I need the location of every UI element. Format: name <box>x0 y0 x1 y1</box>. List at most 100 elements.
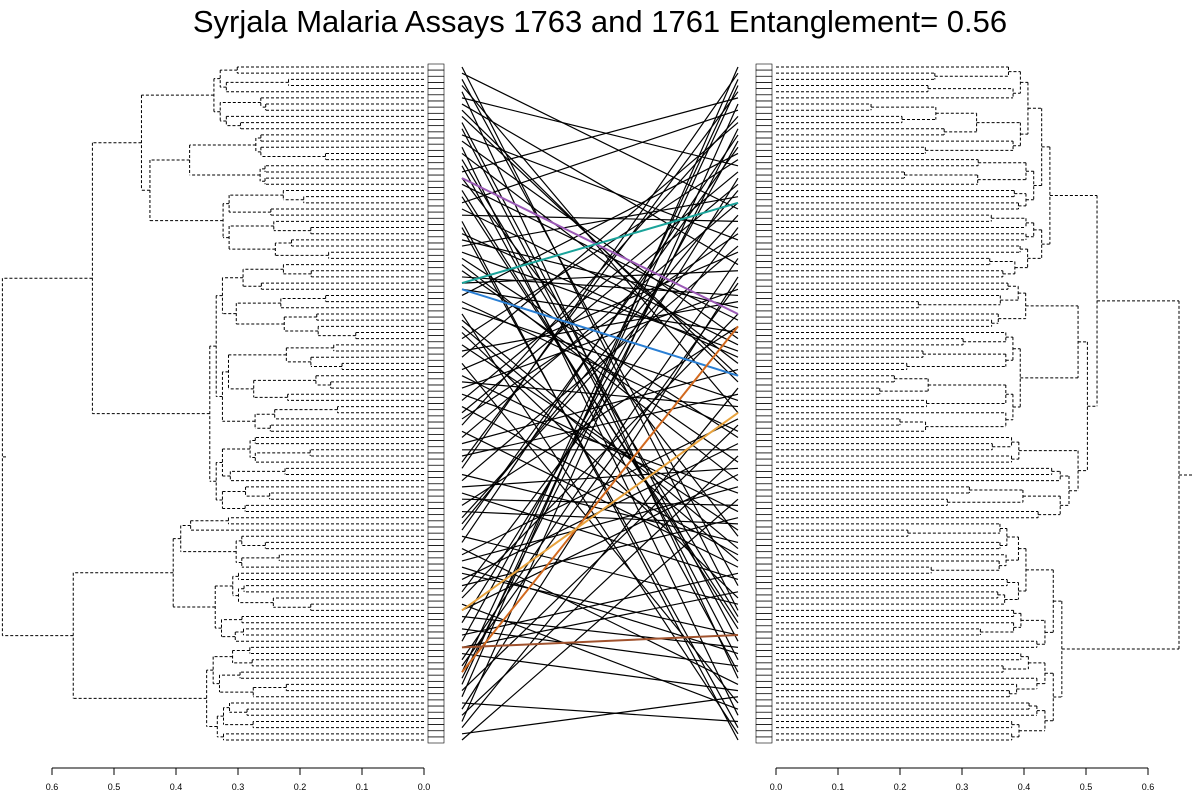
right-leaf-label <box>755 712 773 719</box>
right-leaf-label <box>755 458 773 466</box>
left-leaf-label <box>427 434 445 441</box>
connector-line <box>461 85 739 685</box>
right-leaf-label <box>755 502 773 509</box>
left-leaf-label <box>427 187 445 194</box>
left-leaf-label <box>427 563 445 571</box>
right-leaf-label <box>755 378 773 386</box>
right-leaf-label <box>755 718 773 725</box>
right-leaf-label <box>755 366 773 373</box>
left-leaf-label <box>427 137 445 145</box>
left-axis-tick-label: 0.5 <box>108 782 121 792</box>
right-leaf-label <box>755 119 773 126</box>
left-axis-tick-label: 0.0 <box>418 782 431 792</box>
left-leaf-label <box>427 335 445 342</box>
connector-line <box>461 702 739 723</box>
connector-line <box>461 122 739 358</box>
right-leaf-label <box>755 397 773 404</box>
right-leaf-label <box>755 205 773 213</box>
right-axis-tick-label: 0.6 <box>1142 782 1155 792</box>
connector-line-highlight <box>461 634 739 649</box>
right-leaf-label <box>755 248 773 256</box>
right-leaf-label <box>755 372 773 380</box>
right-leaf-label <box>755 131 773 139</box>
right-leaf-label <box>755 489 773 497</box>
connector-line <box>461 109 739 204</box>
left-leaf-label <box>427 681 445 688</box>
connector-line <box>461 134 739 543</box>
left-leaf-label <box>427 637 445 645</box>
right-leaf-label <box>755 316 773 324</box>
left-leaf-label <box>427 366 445 373</box>
left-leaf-label <box>427 248 445 256</box>
left-leaf-label <box>427 341 445 349</box>
connector-line <box>461 202 739 438</box>
left-leaf-label <box>427 650 445 657</box>
right-axis-tick-label: 0.0 <box>770 782 783 792</box>
left-leaf-labels <box>427 63 445 744</box>
connector-line <box>461 147 739 716</box>
right-leaf-label <box>755 588 773 596</box>
left-leaf-label <box>427 576 445 583</box>
right-leaf-label <box>755 427 773 435</box>
right-axis-tick-label: 0.3 <box>956 782 969 792</box>
right-leaf-label <box>755 156 773 163</box>
right-leaf-label <box>755 329 773 336</box>
connector-line <box>461 696 739 735</box>
right-leaf-label <box>755 193 773 200</box>
left-leaf-label <box>427 199 445 207</box>
left-leaf-label <box>427 347 445 355</box>
left-leaf-label <box>427 304 445 312</box>
left-leaf-label <box>427 465 445 472</box>
right-leaf-label <box>755 76 773 83</box>
right-leaf-label <box>755 625 773 633</box>
right-leaf-label <box>755 545 773 552</box>
left-dendrogram <box>1 66 424 741</box>
left-leaf-label <box>427 82 445 89</box>
right-leaf-label <box>755 94 773 102</box>
left-axis-tick-label: 0.3 <box>232 782 245 792</box>
left-leaf-label <box>427 446 445 454</box>
right-leaf-label <box>755 483 773 491</box>
left-leaf-label <box>427 588 445 596</box>
left-leaf-label <box>427 255 445 262</box>
right-leaf-label <box>755 495 773 503</box>
left-axis-tick-label: 0.2 <box>294 782 307 792</box>
left-leaf-label <box>427 156 445 163</box>
left-leaf-label <box>427 273 445 281</box>
left-leaf-label <box>427 125 445 133</box>
right-axis-tick-label: 0.4 <box>1018 782 1031 792</box>
left-leaf-label <box>427 483 445 491</box>
right-leaf-label <box>755 637 773 645</box>
left-leaf-label <box>427 113 445 120</box>
right-leaf-label <box>755 100 773 108</box>
connector-line <box>461 615 739 648</box>
left-leaf-label <box>427 205 445 213</box>
connector-line <box>461 66 739 698</box>
connector-line <box>461 190 739 525</box>
left-leaf-label <box>427 211 445 219</box>
left-leaf-label <box>427 384 445 392</box>
right-leaf-label <box>755 477 773 484</box>
left-leaf-label <box>427 390 445 398</box>
right-leaf-label <box>755 736 773 744</box>
left-leaf-label <box>427 736 445 744</box>
connector-line <box>461 140 739 642</box>
left-leaf-label <box>427 236 445 244</box>
right-leaf-label <box>755 563 773 571</box>
right-leaf-label <box>755 619 773 626</box>
connector-line <box>461 517 739 587</box>
left-leaf-label <box>427 477 445 484</box>
right-leaf-label <box>755 446 773 454</box>
left-leaf-label <box>427 532 445 540</box>
right-leaf-label <box>755 656 773 664</box>
right-leaf-label <box>755 261 773 268</box>
connector-line <box>461 227 739 593</box>
connector-line <box>461 467 739 488</box>
right-leaf-label <box>755 699 773 707</box>
left-leaf-label <box>427 656 445 664</box>
right-leaf-label <box>755 520 773 528</box>
right-leaf-label <box>755 390 773 398</box>
connector-line <box>461 214 739 519</box>
right-leaf-label <box>755 168 773 176</box>
left-leaf-label <box>427 397 445 404</box>
